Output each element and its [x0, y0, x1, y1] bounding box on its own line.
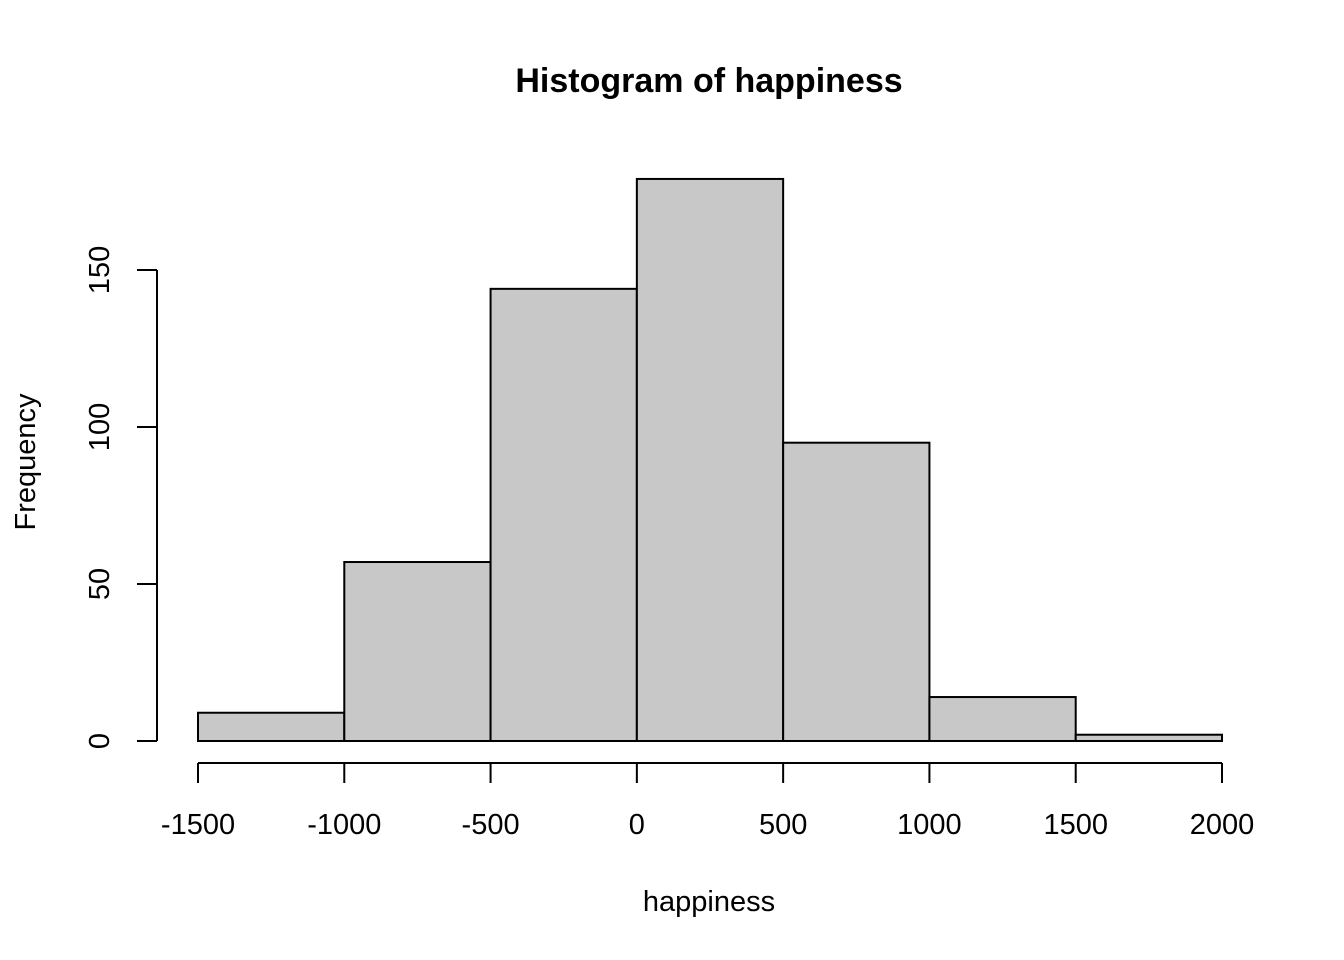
y-tick-label: 150 — [84, 246, 116, 294]
y-tick-label: 50 — [84, 568, 116, 600]
y-tick-label: 0 — [84, 733, 116, 749]
histogram-bar — [1074, 733, 1223, 742]
y-ticks: 0 50 100 150 — [84, 246, 157, 749]
x-tick-label: 500 — [759, 809, 807, 841]
bars-group — [197, 177, 1223, 743]
x-tick-label: -1000 — [307, 809, 381, 841]
x-tick-label: 1000 — [897, 809, 962, 841]
x-tick-label: 2000 — [1190, 809, 1255, 841]
histogram-bar — [928, 696, 1077, 742]
x-tick-label: 0 — [629, 809, 645, 841]
x-axis-label: happiness — [643, 886, 775, 918]
x-tick-label: -500 — [462, 809, 520, 841]
y-axis: 0 50 100 150 — [84, 246, 158, 749]
x-tick-label: 1500 — [1043, 809, 1108, 841]
x-ticks: -1500 -1000 -500 0 500 1000 1500 2000 — [161, 763, 1254, 841]
histogram-bar — [343, 561, 492, 743]
y-tick-label: 100 — [84, 403, 116, 451]
histogram-bar — [635, 177, 785, 742]
x-axis: -1500 -1000 -500 0 500 1000 1500 2000 — [161, 762, 1254, 841]
y-axis-label: Frequency — [10, 393, 42, 531]
histogram-bar — [489, 287, 638, 742]
chart-title: Histogram of happiness — [515, 62, 902, 100]
histogram-bar — [197, 711, 346, 742]
histogram-bar — [782, 441, 931, 742]
x-tick-label: -1500 — [161, 809, 235, 841]
